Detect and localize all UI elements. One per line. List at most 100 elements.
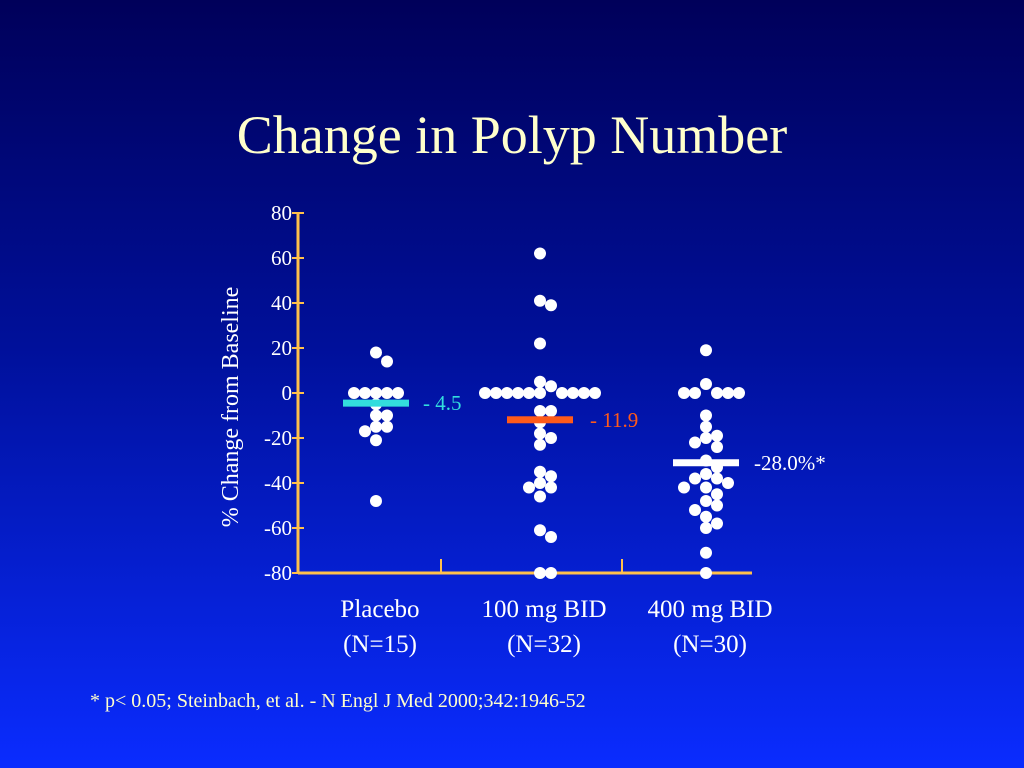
data-point (689, 387, 701, 399)
data-point (534, 465, 546, 478)
mean-label: - 4.5 (423, 391, 462, 415)
slide-title: Change in Polyp Number (236, 105, 788, 165)
data-point (545, 405, 557, 417)
chart: 80 60 40 20 0 -20 -40 -60 -80 - 4.5 - 11.9 -28.0%*… (218, 201, 826, 658)
y-tick-label: 60 (271, 246, 292, 270)
x-group-n-label: (N=30) (673, 631, 747, 658)
data-point (545, 432, 557, 444)
data-point (545, 567, 557, 579)
y-tick-label: -20 (264, 426, 292, 450)
y-axis-label: % Change from Baseline (218, 287, 244, 528)
data-point (381, 355, 393, 368)
mean-bar (673, 459, 739, 467)
data-point (534, 438, 546, 451)
data-point (733, 387, 745, 399)
data-point (381, 409, 393, 422)
data-point (348, 387, 360, 399)
x-group-label: Placebo (340, 596, 419, 623)
data-point (700, 510, 712, 523)
data-point (523, 387, 535, 399)
data-point (700, 468, 712, 480)
data-point (534, 375, 546, 388)
data-point (700, 495, 712, 507)
data-point (556, 387, 568, 399)
mean-bar (343, 399, 409, 407)
data-point (381, 387, 393, 399)
y-ticks: 80 60 40 20 0 -20 -40 -60 -80 (264, 201, 304, 585)
data-point (512, 387, 524, 399)
data-point (490, 387, 502, 399)
data-point (370, 420, 382, 433)
data-point (370, 387, 382, 399)
data-point (689, 472, 701, 485)
y-tick-label: 20 (271, 336, 292, 360)
data-point (722, 387, 734, 399)
data-point (359, 425, 371, 438)
mean-label: - 11.9 (590, 408, 638, 432)
data-point (534, 490, 546, 503)
data-point (711, 429, 723, 442)
data-point (392, 387, 404, 399)
data-point (700, 420, 712, 433)
data-point (370, 495, 382, 507)
x-group-label: 100 mg BID (482, 596, 607, 623)
data-point (689, 436, 701, 449)
data-point (711, 517, 723, 530)
data-point (534, 524, 546, 537)
data-point (711, 499, 723, 512)
data-point (534, 567, 546, 579)
data-point (578, 387, 590, 399)
data-point (523, 481, 535, 494)
data-point (359, 387, 371, 399)
data-point (700, 344, 712, 357)
data-point (370, 409, 382, 422)
data-point (678, 387, 690, 399)
data-point (534, 337, 546, 350)
y-tick-label: -60 (264, 516, 292, 540)
data-point (711, 441, 723, 453)
data-point (589, 387, 601, 399)
y-tick-label: -80 (264, 561, 292, 585)
data-point (370, 346, 382, 359)
data-point (370, 434, 382, 447)
data-point (534, 477, 546, 489)
data-point (700, 522, 712, 534)
mean-bar (507, 416, 573, 424)
data-point (534, 247, 546, 260)
data-point (567, 387, 579, 399)
x-labels: Placebo (N=15) 100 mg BID (N=32) 400 mg BID (… (340, 596, 772, 658)
data-point (711, 488, 723, 501)
x-group-n-label: (N=32) (507, 631, 581, 658)
data-point (381, 420, 393, 433)
data-point (534, 405, 546, 417)
data-point (700, 567, 712, 579)
data-point (545, 470, 557, 483)
y-tick-label: 80 (271, 201, 292, 225)
data-point (534, 294, 546, 307)
mean-markers: - 4.5 - 11.9 -28.0%* (343, 391, 826, 475)
y-tick-label: 40 (271, 291, 292, 315)
data-point (722, 477, 734, 489)
data-point (501, 387, 513, 399)
data-point (700, 546, 712, 559)
data-point (678, 481, 690, 494)
data-point (700, 409, 712, 422)
data-point (545, 531, 557, 543)
x-group-label: 400 mg BID (648, 596, 773, 623)
data-point (700, 481, 712, 494)
data-point (545, 481, 557, 494)
data-point (711, 387, 723, 399)
data-point (534, 427, 546, 440)
data-point (700, 378, 712, 390)
data-point (545, 380, 557, 393)
data-point (689, 504, 701, 516)
data-point (711, 472, 723, 485)
y-tick-label: -40 (264, 471, 292, 495)
data-point (700, 432, 712, 444)
data-point (479, 387, 491, 399)
data-points (348, 247, 745, 579)
footnote: * p< 0.05; Steinbach, et al. - N Engl J … (90, 690, 586, 712)
mean-label: -28.0%* (754, 451, 826, 475)
data-point (534, 387, 546, 399)
y-tick-label: 0 (282, 381, 293, 405)
